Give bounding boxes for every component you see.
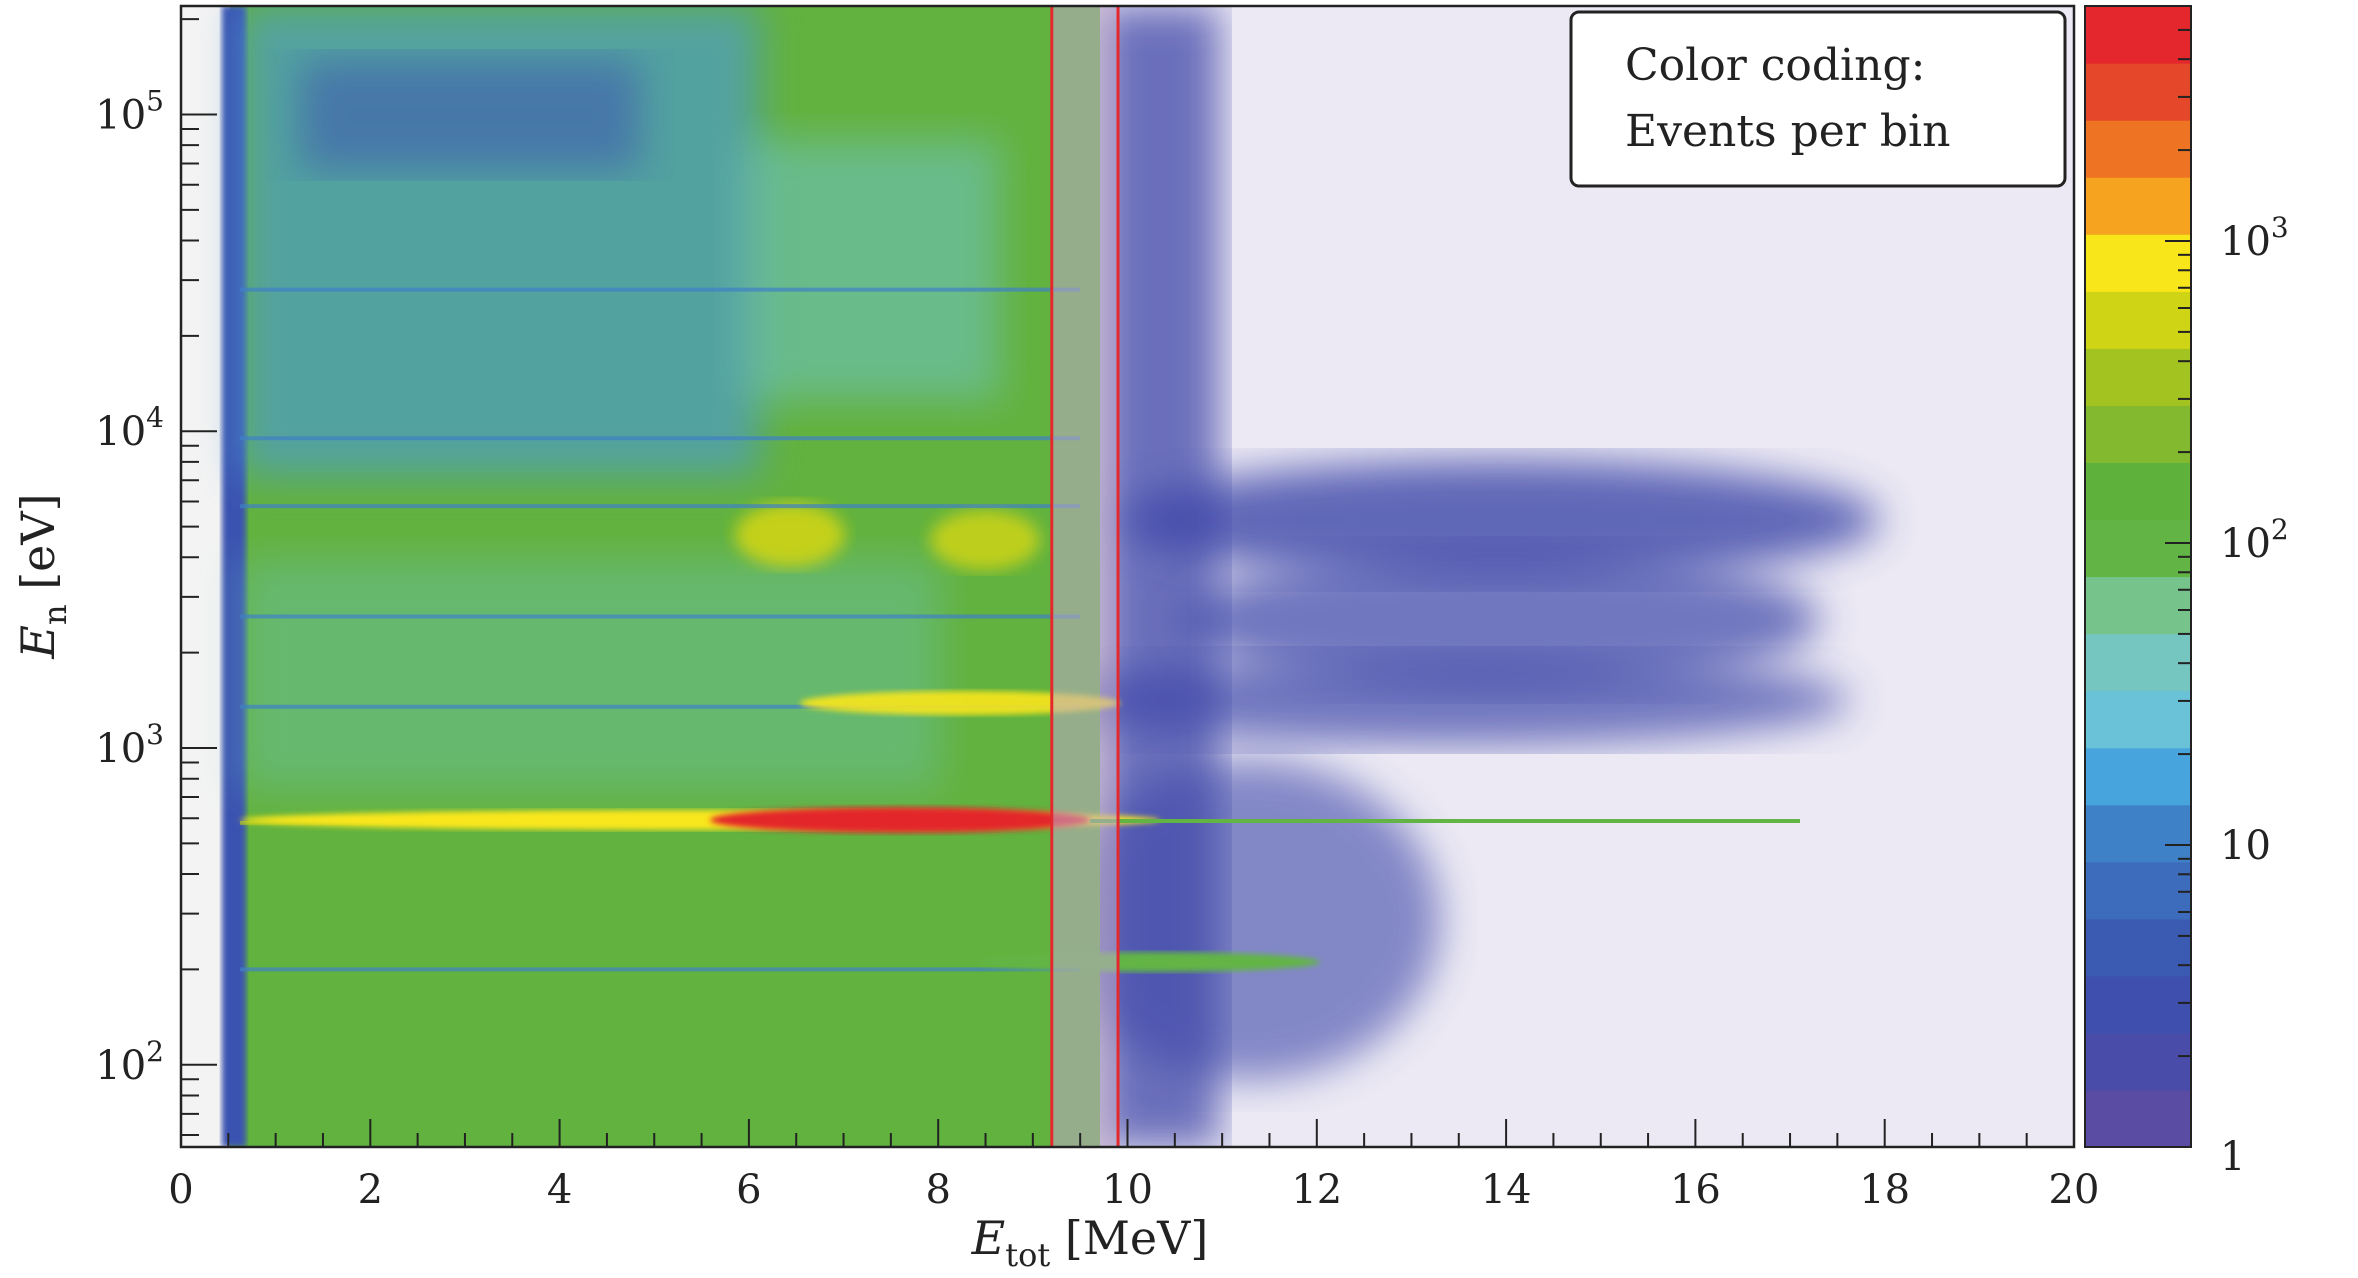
selection-window-fill: [1051, 6, 1119, 1147]
yellow-blob-1: [735, 503, 845, 567]
blue-lobe-upper: [1120, 460, 1880, 580]
main-resonance-streak: [240, 691, 2050, 972]
colorbar-block: [2085, 804, 2191, 863]
colorbar-block: [2085, 6, 2191, 64]
colorbar-block: [2085, 576, 2191, 635]
plot-area: [181, 6, 2074, 1147]
colorbar-block: [2085, 690, 2191, 749]
colorbar-blocks: [2085, 6, 2191, 1148]
yellow-blob-2: [930, 510, 1040, 570]
green-resonance-200: [980, 952, 1320, 972]
colorbar-block: [2085, 861, 2191, 920]
colorbar-frame: [2084, 5, 2192, 1148]
colorbar-block: [2085, 462, 2191, 521]
annotation-box: Color coding: Events per bin: [1569, 10, 2067, 188]
x-tick-label: 18: [1859, 1167, 1910, 1213]
colorbar-tick-label: 103: [2220, 211, 2289, 265]
cyan-patch-lower: [240, 560, 940, 790]
colorbar-block: [2085, 234, 2191, 292]
y-tick-label: 103: [95, 718, 164, 772]
x-tick-label: 20: [2049, 1167, 2100, 1213]
colorbar-block: [2085, 747, 2191, 806]
colorbar-block: [2085, 1032, 2191, 1091]
y-tick-label: 105: [95, 84, 164, 138]
heatmap-regions: [222, 6, 2074, 1147]
yellow-resonance-1350: [800, 691, 1120, 715]
blue-lobe-bottom: [1060, 760, 1440, 1080]
colorbar-block: [2085, 975, 2191, 1034]
x-tick-label: 6: [736, 1167, 761, 1213]
colorbar-block: [2085, 120, 2191, 178]
colorbar-labels: 1 10 102 103: [2220, 211, 2289, 1180]
x-tick-label: 12: [1291, 1167, 1342, 1213]
x-tick-label: 2: [358, 1167, 383, 1213]
upper-dark-patch: [300, 60, 640, 170]
x-tick-label: 16: [1670, 1167, 1721, 1213]
axis-ticks: [180, 18, 2075, 1147]
colorbar-block: [2085, 177, 2191, 235]
x-tick-label: 14: [1481, 1167, 1532, 1213]
x-tick-label: 8: [925, 1167, 950, 1213]
colorbar-block: [2085, 1089, 2191, 1148]
colorbar-block: [2085, 63, 2191, 121]
x-tick-label: 10: [1102, 1167, 1153, 1213]
blue-lobe-mid: [1180, 550, 1820, 690]
blue-lobe-lower: [1050, 655, 1850, 745]
colorbar-block: [2085, 348, 2191, 406]
colorbar-block: [2085, 918, 2191, 977]
colorbar-tick-label: 1: [2220, 1134, 2245, 1180]
y-tick-labels: 102 103 104 105: [95, 84, 164, 1088]
cyan-patch-right: [740, 140, 1000, 400]
annotation-line-2: Events per bin: [1625, 106, 1950, 157]
x-axis-title: Etot [MeV]: [971, 1211, 1209, 1274]
y-tick-label: 104: [95, 401, 164, 455]
colorbar-block: [2085, 633, 2191, 692]
x-tick-label: 4: [547, 1167, 572, 1213]
colorbar-tick-label: 10: [2220, 823, 2271, 869]
colorbar: 1 10 102 103: [2084, 5, 2289, 1180]
y-tick-label: 102: [95, 1035, 164, 1089]
colorbar-ticks: [2165, 5, 2191, 1058]
colorbar-tick-label: 102: [2220, 513, 2289, 567]
y-axis-title: En [eV]: [11, 493, 74, 659]
x-tick-label: 0: [168, 1167, 193, 1213]
annotation-line-1: Color coding:: [1625, 40, 1925, 91]
colorbar-block: [2085, 405, 2191, 463]
colorbar-block: [2085, 519, 2191, 578]
selection-window-outline: [1050, 6, 1120, 1147]
x-tick-labels: 0 2 4 6 8 10 12 14 16 18 20: [168, 1167, 2099, 1213]
colorbar-block: [2085, 291, 2191, 349]
